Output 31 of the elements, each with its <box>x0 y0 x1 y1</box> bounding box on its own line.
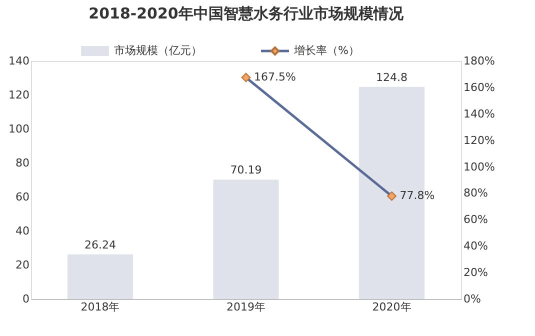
bar <box>213 180 279 299</box>
y-tick-label: 120 <box>8 88 30 102</box>
y2-tick-label: 20% <box>464 266 488 280</box>
bar <box>67 254 134 299</box>
y-tick-label: 40 <box>16 224 30 238</box>
x-tick-label: 2018年 <box>80 300 120 314</box>
y2-tick-label: 160% <box>464 80 495 94</box>
y-tick-label: 80 <box>16 156 30 170</box>
y-tick-label: 60 <box>16 190 30 204</box>
data-label: 26.24 <box>84 238 116 252</box>
y2-tick-label: 80% <box>464 186 488 200</box>
y-tick-label: 100 <box>8 122 30 136</box>
data-label: 167.5% <box>254 70 296 84</box>
y2-tick-label: 40% <box>464 240 488 253</box>
data-label: 70.19 <box>230 164 262 177</box>
chart-title: 2018-2020年中国智慧水务行业市场规模情况 <box>88 4 404 22</box>
y-tick-label: 0 <box>22 292 30 306</box>
x-tick-label: 2019年 <box>226 300 266 314</box>
y-tick-label: 20 <box>16 258 30 272</box>
y2-tick-label: 60% <box>464 213 488 226</box>
legend-label: 增长率（%） <box>293 44 360 57</box>
data-label: 77.8% <box>400 189 435 202</box>
data-label: 124.8 <box>376 70 408 84</box>
y-tick-label: 140 <box>8 54 30 68</box>
y2-tick-label: 180% <box>464 54 495 68</box>
y2-tick-label: 140% <box>464 107 495 120</box>
legend-label: 市场规模（亿元） <box>114 44 202 57</box>
y2-tick-label: 0% <box>464 292 481 306</box>
x-tick-label: 2020年 <box>372 300 412 314</box>
y2-tick-label: 120% <box>464 134 495 147</box>
y2-tick-label: 100% <box>464 160 495 174</box>
